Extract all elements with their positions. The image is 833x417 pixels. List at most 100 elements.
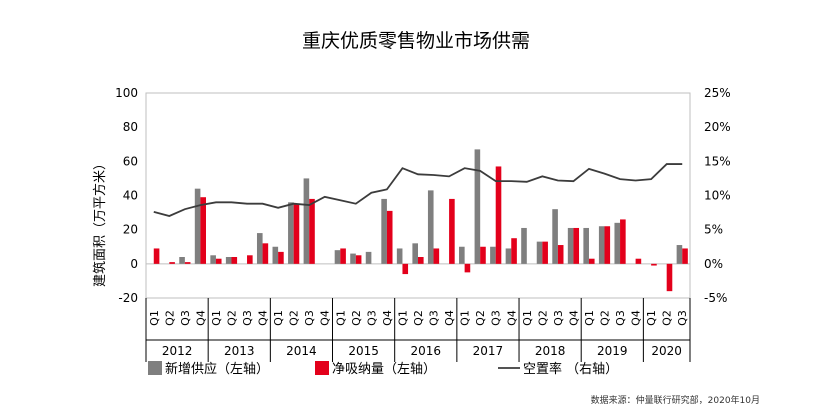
bar-net-absorption [682, 248, 688, 264]
x-tick-label: Q2 [474, 310, 487, 326]
bar-net-absorption [169, 262, 175, 264]
bar-new-supply [490, 246, 496, 264]
y-tick-label: 100 [115, 86, 138, 100]
bar-new-supply [552, 209, 558, 264]
bar-new-supply [427, 190, 434, 264]
y2-tick-label: 25% [704, 86, 731, 100]
y-tick-label: 20 [123, 223, 138, 237]
bar-net-absorption [153, 248, 160, 264]
x-tick-label: Q4 [443, 310, 456, 326]
y2-tick-label: 10% [704, 189, 731, 203]
bar-net-absorption [620, 219, 626, 264]
y-axis-label: 建筑面积（万平方米） [92, 157, 108, 287]
x-tick-label: Q3 [179, 310, 192, 326]
bar-new-supply [598, 226, 605, 264]
year-label: 2013 [224, 344, 255, 358]
year-label: 2012 [162, 344, 193, 358]
x-tick-label: Q3 [241, 310, 254, 326]
bar-new-supply [676, 245, 683, 264]
bar-new-supply [412, 243, 418, 264]
bar-net-absorption [542, 241, 548, 264]
x-tick-label: Q2 [163, 310, 176, 326]
x-tick-label: Q2 [225, 310, 238, 326]
bar-net-absorption [604, 226, 611, 264]
x-tick-label: Q4 [319, 310, 332, 326]
x-tick-label: Q1 [583, 310, 596, 326]
year-label: 2019 [597, 344, 628, 358]
bar-new-supply [583, 227, 589, 264]
legend-label: 空置率 （右轴） [523, 361, 618, 377]
bar-net-absorption [511, 238, 517, 264]
bar-new-supply [288, 202, 294, 264]
plot-area [145, 92, 691, 299]
x-tick-label: Q1 [459, 310, 472, 326]
bar-new-supply [210, 255, 216, 264]
y-tick-label: 80 [123, 120, 138, 134]
x-tick-label: Q4 [381, 310, 394, 326]
bar-new-supply [567, 227, 574, 264]
y2-tick-label: 0% [704, 257, 723, 271]
bar-net-absorption [557, 245, 564, 264]
source-note: 数据来源：仲量联行研究部，2020年10月 [591, 394, 760, 406]
y-tick-label: 60 [123, 154, 138, 168]
x-tick-label: Q2 [599, 310, 612, 326]
y2-tick-label: 5% [704, 223, 723, 237]
bar-net-absorption [635, 258, 642, 264]
y-tick-label: 40 [123, 189, 138, 203]
x-tick-label: Q1 [396, 310, 409, 326]
bar-net-absorption [449, 198, 455, 264]
x-tick-label: Q2 [350, 310, 363, 326]
bar-net-absorption [588, 258, 595, 264]
bar-new-supply [381, 198, 387, 264]
bar-net-absorption [340, 248, 346, 264]
x-tick-label: Q3 [490, 310, 503, 326]
year-label: 2017 [473, 344, 504, 358]
x-tick-label: Q2 [536, 310, 549, 326]
bar-net-absorption [495, 166, 502, 264]
x-tick-label: Q3 [552, 310, 565, 326]
x-tick-label: Q3 [428, 310, 441, 326]
bar-net-absorption [184, 262, 191, 264]
bar-new-supply [225, 257, 232, 264]
year-label: 2016 [410, 344, 441, 358]
bar-new-supply [179, 257, 185, 264]
legend-swatch [148, 361, 162, 375]
bar-net-absorption [480, 246, 486, 264]
bar-new-supply [459, 246, 465, 264]
legend-label: 新增供应（左轴） [165, 361, 269, 377]
bar-new-supply [365, 251, 372, 264]
bar-new-supply [521, 227, 527, 264]
bar-new-supply [194, 188, 201, 264]
x-tick-label: Q3 [303, 310, 316, 326]
bar-new-supply [505, 248, 512, 264]
y-tick-label: 0 [130, 257, 138, 271]
x-tick-label: Q3 [676, 310, 689, 326]
legend-item-vacancy: 空置率 （右轴） [498, 361, 618, 377]
bar-net-absorption [651, 263, 657, 266]
x-tick-label: Q1 [521, 310, 534, 326]
x-tick-label: Q1 [272, 310, 285, 326]
bar-net-absorption [262, 243, 269, 264]
bar-net-absorption [215, 258, 222, 264]
legend-item-new-supply: 新增供应（左轴） [148, 361, 269, 377]
bar-net-absorption [355, 255, 362, 264]
x-tick-label: Q2 [288, 310, 301, 326]
x-tick-label: Q1 [334, 310, 347, 326]
x-tick-label: Q4 [567, 310, 580, 326]
x-tick-label: Q3 [614, 310, 627, 326]
x-tick-label: Q3 [365, 310, 378, 326]
bar-new-supply [536, 241, 543, 264]
bar-net-absorption [278, 251, 284, 264]
bar-net-absorption [433, 248, 440, 264]
x-tick-label: Q4 [257, 310, 270, 326]
x-tick-label: Q1 [645, 310, 658, 326]
bar-new-supply [474, 149, 481, 264]
bar-new-supply [303, 178, 310, 264]
bar-new-supply [334, 250, 341, 264]
x-tick-label: Q1 [210, 310, 223, 326]
legend: 新增供应（左轴） 净吸纳量（左轴） 空置率 （右轴） [148, 361, 618, 377]
year-label: 2014 [286, 344, 317, 358]
year-label: 2015 [348, 344, 379, 358]
